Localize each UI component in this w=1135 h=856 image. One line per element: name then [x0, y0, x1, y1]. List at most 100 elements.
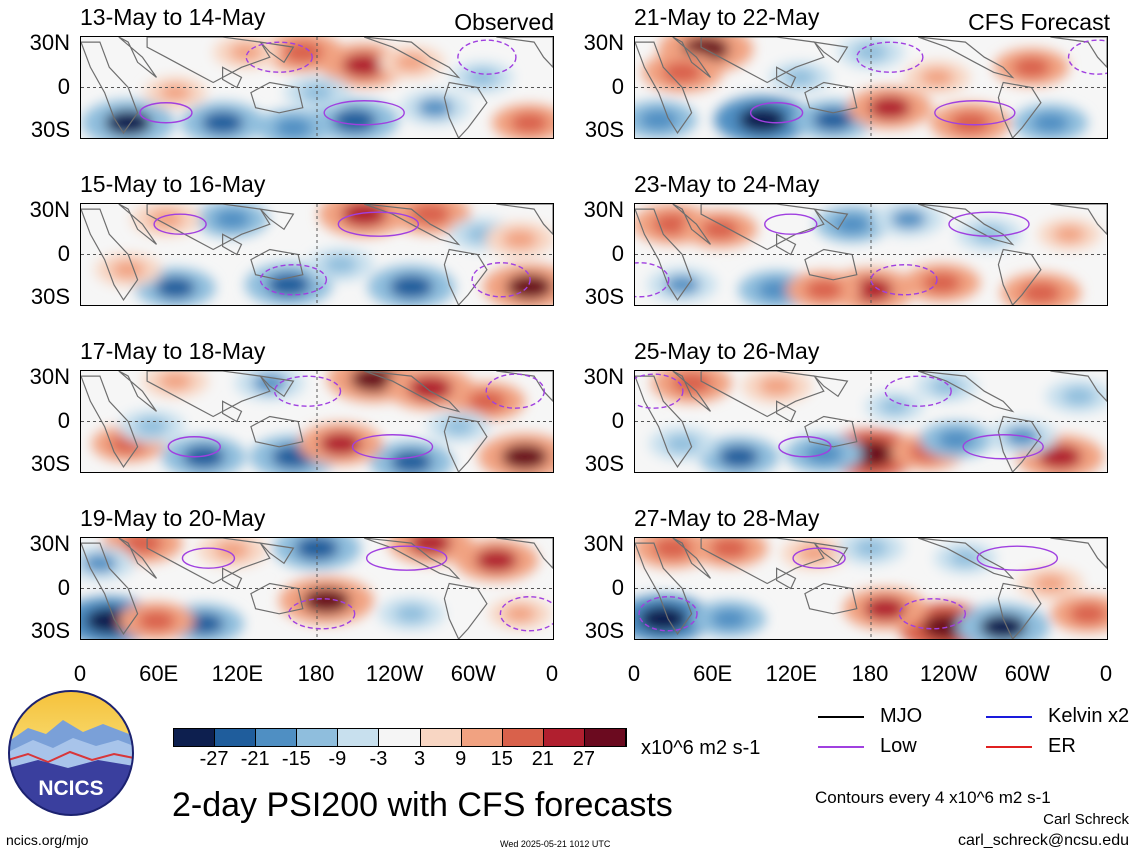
coastline — [776, 233, 797, 256]
coastline — [118, 538, 157, 579]
coastline — [146, 371, 271, 418]
x-tick-label: 60W — [1004, 661, 1050, 686]
coastline — [146, 37, 271, 84]
map-panel — [80, 537, 554, 640]
legend-label: MJO — [880, 705, 923, 727]
map-panel — [634, 36, 1108, 139]
colorbar-tick-label: -3 — [369, 748, 388, 770]
coastline — [496, 204, 553, 236]
map-svg — [635, 538, 1107, 639]
coastline — [443, 582, 488, 639]
map-svg — [81, 538, 553, 639]
forecast-column-title: CFS Forecast — [968, 9, 1110, 35]
colorbar-swatch — [215, 729, 257, 746]
low-contour — [259, 264, 328, 296]
map-svg — [81, 204, 553, 305]
colorbar-swatch — [297, 729, 339, 746]
anomaly-core — [738, 106, 787, 134]
low-contour — [749, 102, 804, 124]
legend-line — [818, 716, 864, 718]
anomaly-core — [201, 111, 244, 135]
anomaly-core — [879, 398, 910, 415]
low-contour — [884, 375, 952, 407]
anomaly-core — [182, 445, 225, 469]
y-tick-label: 0 — [611, 240, 624, 266]
coastline — [804, 248, 858, 281]
low-contour — [485, 373, 545, 409]
coastline — [222, 233, 243, 256]
coastline — [917, 37, 1015, 79]
anomaly-core — [784, 68, 816, 86]
map-panel — [80, 203, 554, 306]
colorbar-swatch — [174, 729, 216, 746]
anomaly-core — [972, 225, 1006, 244]
anomaly-core — [213, 209, 251, 230]
anomaly-core — [155, 276, 196, 299]
coastline — [635, 41, 693, 134]
x-tick-label: 120E — [765, 661, 818, 686]
anomaly-core — [410, 204, 451, 226]
low-contour — [288, 598, 356, 630]
coastline — [812, 208, 849, 231]
low-contour — [153, 213, 207, 235]
map-svg — [635, 204, 1107, 305]
y-tick-label: 30N — [583, 531, 624, 557]
coastline — [443, 248, 488, 305]
anomaly-core — [350, 371, 397, 392]
coastline — [81, 542, 139, 635]
colorbar-tick-label: 21 — [531, 748, 554, 770]
map-svg — [81, 37, 553, 138]
panel-title: 23-May to 24-May — [634, 171, 820, 197]
anomaly-core — [85, 607, 134, 635]
low-contour — [792, 547, 846, 569]
coastline — [250, 248, 304, 281]
anomaly-core — [214, 540, 250, 560]
anomaly-core — [475, 548, 518, 572]
coastline — [776, 400, 797, 423]
panel-title: 27-May to 28-May — [634, 505, 820, 531]
coastline — [812, 542, 849, 565]
coastline — [443, 415, 488, 472]
coastline — [363, 538, 461, 580]
low-contour — [471, 262, 531, 298]
coastline — [1050, 371, 1107, 403]
coastline — [81, 208, 139, 301]
observed-column-title: Observed — [454, 9, 554, 35]
y-tick-label: 30S — [30, 450, 70, 476]
low-contour — [635, 373, 684, 409]
y-tick-label: 0 — [611, 574, 624, 600]
contour-note: Contours every 4 x10^6 m2 s-1 — [815, 788, 1051, 807]
anomaly-core — [135, 417, 169, 436]
y-tick-label: 30S — [30, 617, 70, 643]
site-link[interactable]: ncics.org/mjo — [6, 832, 89, 848]
legend-label: ER — [1048, 735, 1076, 757]
coastline — [635, 542, 693, 635]
panel-title: 13-May to 14-May — [80, 4, 266, 30]
panel-title: 17-May to 18-May — [80, 338, 266, 364]
anomaly-core — [805, 279, 843, 301]
coastline — [81, 375, 139, 468]
anomaly-core — [341, 204, 387, 227]
legend-line — [818, 746, 864, 748]
low-contour — [638, 596, 698, 632]
colorbar-swatch — [338, 729, 380, 746]
anomaly-core — [324, 255, 358, 274]
y-tick-label: 30N — [29, 197, 70, 223]
anomaly-core — [854, 43, 888, 62]
x-tick-label: 120E — [211, 661, 264, 686]
map-svg — [635, 37, 1107, 138]
y-tick-label: 0 — [57, 240, 70, 266]
coastline — [1050, 37, 1107, 69]
x-tick-label: 0 — [1099, 661, 1113, 686]
anomaly-core — [394, 604, 428, 623]
anomaly-core — [159, 83, 191, 102]
anomaly-core — [137, 610, 176, 632]
anomaly-core — [1033, 574, 1067, 593]
coastline — [672, 37, 711, 78]
map-panel — [80, 370, 554, 473]
coastline — [672, 538, 711, 579]
coastline — [250, 81, 304, 114]
low-contour — [635, 262, 670, 298]
x-tick-label: 0 — [73, 661, 87, 686]
coastline — [635, 375, 693, 468]
